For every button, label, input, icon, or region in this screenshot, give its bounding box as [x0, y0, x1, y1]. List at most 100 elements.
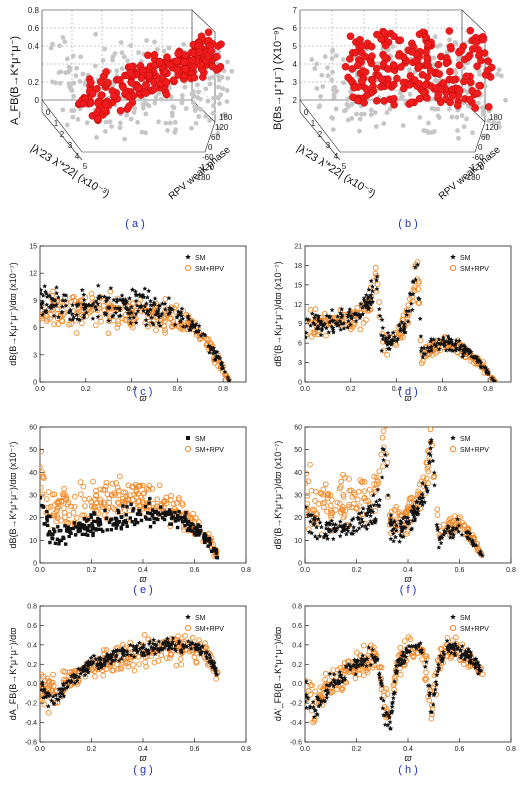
rpv-point	[134, 490, 141, 497]
data-sphere	[415, 94, 424, 103]
projection-point	[117, 125, 123, 131]
projection-point	[407, 91, 413, 97]
sm-point	[189, 324, 195, 330]
rpv-point	[338, 478, 345, 485]
projection-point	[84, 120, 90, 126]
sm-point	[186, 327, 192, 332]
data-sphere	[94, 114, 102, 123]
sm-point	[91, 524, 95, 528]
sm-point	[385, 342, 390, 347]
projection-point	[437, 42, 443, 48]
sm-point	[64, 542, 68, 546]
y-tick-label: 30	[294, 493, 302, 500]
data-sphere	[415, 30, 424, 39]
sm-point	[419, 647, 425, 652]
rpv-point	[114, 324, 121, 331]
sm-point	[71, 314, 77, 320]
sm-point	[134, 643, 140, 649]
sm-point	[466, 350, 472, 356]
sm-point	[203, 537, 207, 541]
sm-point	[331, 671, 337, 677]
sm-point	[128, 310, 134, 315]
rpv-point	[329, 497, 335, 503]
panel-b-y-ticks: 180 120 60 0 -60 -120 -180	[464, 113, 503, 182]
rpv-point	[59, 318, 66, 325]
data-sphere	[434, 91, 443, 99]
sm-point	[49, 698, 55, 703]
sm-point	[406, 308, 412, 314]
data-sphere	[96, 78, 105, 86]
data-sphere	[447, 45, 455, 53]
sm-point	[397, 539, 403, 544]
projection-point	[312, 66, 318, 71]
sm-point	[124, 299, 130, 305]
y-tick: -180	[464, 173, 481, 182]
sm-point	[305, 316, 310, 322]
sm-point	[409, 526, 415, 531]
rpv-point	[50, 288, 56, 295]
legend-label: SM+RPV	[460, 626, 489, 633]
sm-point	[325, 521, 331, 527]
sm-point	[391, 538, 397, 544]
projection-point	[354, 111, 359, 117]
data-sphere	[396, 36, 405, 45]
sm-point	[73, 525, 77, 529]
sm-point	[143, 317, 149, 323]
rpv-point	[129, 496, 136, 503]
rpv-point	[48, 688, 55, 694]
rpv-point	[66, 669, 73, 676]
x-axis-label: ϖ	[139, 574, 147, 584]
projection-point	[349, 116, 355, 121]
x-tick: 1	[311, 119, 316, 128]
rpv-point	[155, 658, 162, 664]
projection-point	[368, 107, 374, 113]
data-sphere	[110, 92, 118, 100]
projection-point	[143, 111, 149, 117]
y-tick-label: 50	[29, 447, 37, 454]
sm-point	[51, 700, 57, 706]
sm-point	[214, 551, 219, 555]
sm-point	[71, 526, 76, 531]
rpv-point	[403, 530, 410, 537]
sm-point	[82, 663, 88, 668]
x-ticks: 0.0 0.2 0.4 0.6 0.8	[35, 738, 251, 753]
sm-point	[153, 312, 159, 317]
rpv-point	[397, 671, 404, 678]
sm-point	[370, 284, 375, 289]
rpv-point	[417, 337, 424, 344]
sm-point	[458, 648, 464, 653]
projection-point	[435, 113, 441, 119]
sm-point	[444, 644, 450, 649]
sm-point	[131, 654, 137, 659]
sm-point	[354, 528, 360, 533]
data-sphere	[479, 35, 488, 44]
rpv-point	[312, 688, 319, 695]
rpv-point	[46, 679, 53, 685]
sm-point	[66, 310, 72, 315]
sm-point	[345, 324, 351, 330]
sm-point	[441, 528, 447, 534]
sm-point	[89, 513, 93, 517]
sm-point	[422, 351, 428, 357]
sm-point	[417, 500, 423, 506]
sm-point	[200, 331, 206, 337]
rpv-point	[409, 298, 416, 305]
sm-point	[154, 517, 158, 521]
sm-point	[63, 298, 68, 303]
projection-point	[196, 114, 202, 119]
sm-point	[363, 292, 369, 298]
sm-point	[93, 656, 99, 662]
sm-point	[108, 652, 114, 657]
sm-point	[87, 662, 93, 667]
rpv-point	[384, 459, 391, 466]
sm-point	[104, 516, 109, 521]
data-sphere	[212, 66, 221, 74]
sm-point	[105, 304, 111, 310]
y-tick-label: 0.6	[27, 623, 37, 630]
projection-point	[224, 88, 230, 93]
sm-point	[125, 524, 129, 528]
sm-point	[401, 660, 407, 666]
sm-point	[439, 658, 445, 664]
x-tick-label: 0.4	[403, 567, 413, 574]
sm-point	[322, 533, 328, 539]
